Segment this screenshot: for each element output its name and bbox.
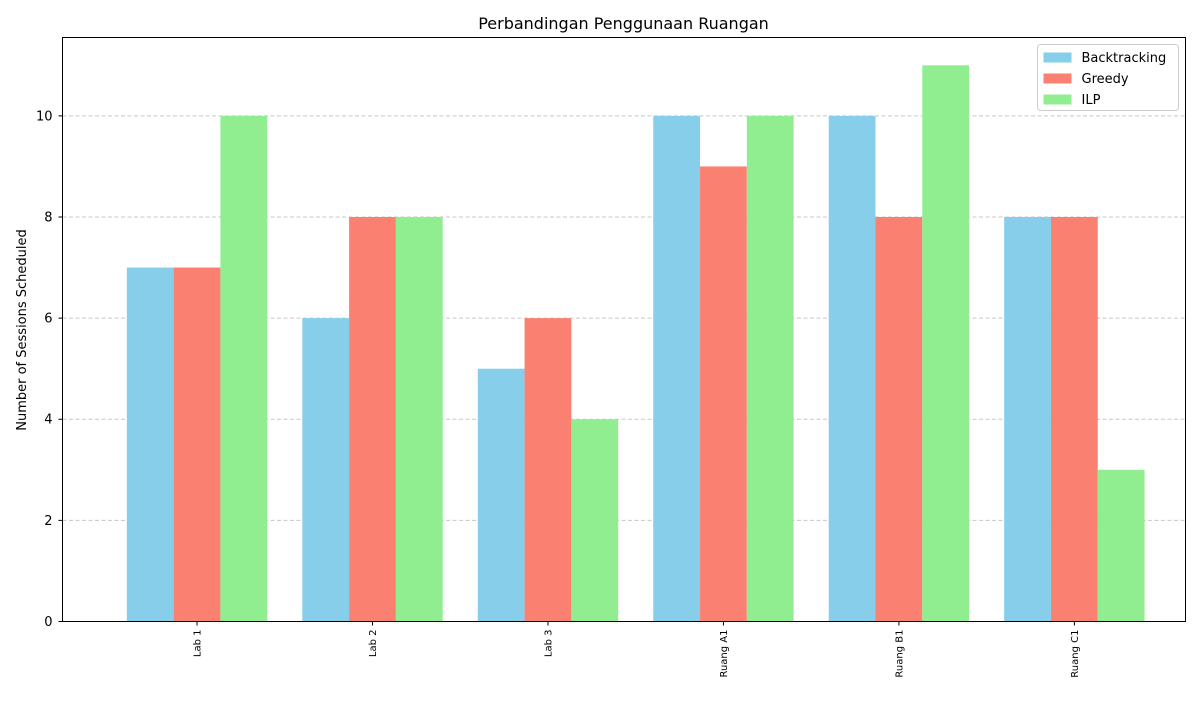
bar-backtracking-5 xyxy=(1004,216,1051,622)
plot-frame xyxy=(62,37,1186,622)
x-axis-ticks: Lab 1 Lab 2 Lab 3 Ruang A1 Ruang B1 Ruang C1 xyxy=(193,621,1081,678)
legend-label: ILP xyxy=(1082,93,1101,108)
bar-greedy-4 xyxy=(875,216,923,622)
y-tick-label: 8 xyxy=(44,210,52,225)
legend-swatch xyxy=(1043,52,1072,63)
x-tick-label: Ruang B1 xyxy=(894,630,905,678)
legend-label: Backtracking xyxy=(1082,51,1167,66)
bar-greedy-0 xyxy=(173,267,221,622)
chart-title: Perbandingan Penggunaan Ruangan xyxy=(478,14,769,33)
y-tick-label: 6 xyxy=(44,312,52,327)
y-axis-ticks: 0 2 4 6 8 10 xyxy=(36,109,63,630)
bar-backtracking-4 xyxy=(828,115,876,622)
legend-label: Greedy xyxy=(1082,72,1129,87)
bar-ilp-1 xyxy=(395,216,443,622)
y-tick-label: 4 xyxy=(44,413,52,428)
bar-backtracking-0 xyxy=(126,267,174,622)
x-tick-label: Ruang A1 xyxy=(719,630,730,678)
bar-ilp-0 xyxy=(220,115,268,622)
bar-ilp-5 xyxy=(1097,469,1145,622)
bar-backtracking-1 xyxy=(302,318,350,622)
legend-box xyxy=(1037,44,1179,111)
bar-ilp-4 xyxy=(922,65,970,622)
legend: Backtracking Greedy ILP xyxy=(1037,44,1179,111)
bar-ilp-2 xyxy=(571,419,619,622)
y-tick-label: 10 xyxy=(36,109,53,124)
legend-swatch xyxy=(1043,94,1072,105)
bar-greedy-5 xyxy=(1050,216,1098,622)
grid-lines xyxy=(62,115,1186,521)
x-tick-label: Lab 2 xyxy=(368,630,379,658)
x-tick-label: Lab 3 xyxy=(543,630,554,658)
bar-backtracking-2 xyxy=(477,368,525,622)
bar-greedy-1 xyxy=(349,216,396,622)
bar-greedy-2 xyxy=(524,318,572,622)
bar-ilp-3 xyxy=(746,115,794,622)
y-axis-label: Number of Sessions Scheduled xyxy=(15,229,30,431)
bar-backtracking-3 xyxy=(653,115,701,622)
x-tick-label: Ruang C1 xyxy=(1070,630,1081,678)
x-tick-label: Lab 1 xyxy=(193,630,204,658)
y-tick-label: 2 xyxy=(44,514,52,529)
bar-greedy-3 xyxy=(700,166,747,622)
bars xyxy=(126,65,1145,622)
y-tick-label: 0 xyxy=(44,615,52,630)
legend-swatch xyxy=(1043,73,1072,84)
